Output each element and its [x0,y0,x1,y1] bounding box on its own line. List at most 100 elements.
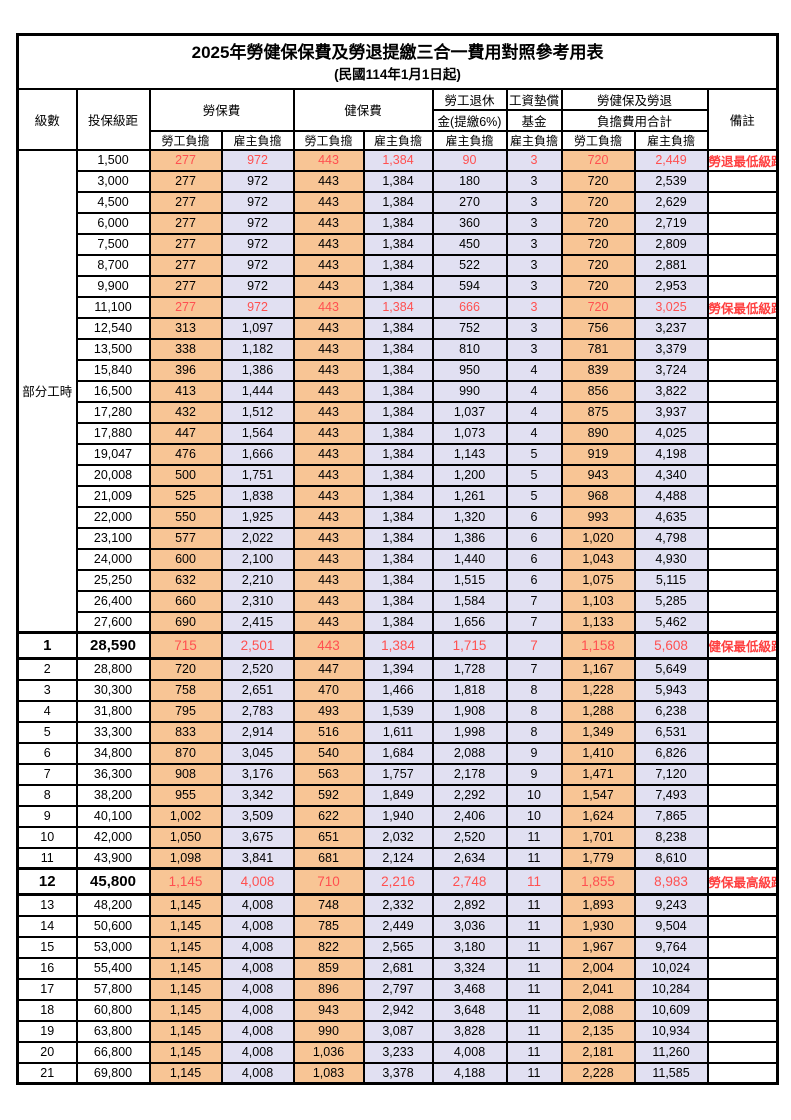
total-employer-cell: 2,881 [633,253,709,277]
bracket-cell: 22,000 [75,505,151,529]
bracket-cell: 55,400 [75,956,151,980]
total-employee-cell: 720 [560,274,636,298]
labor-employee-cell: 758 [148,678,223,702]
remark-cell [706,956,779,980]
total-employer-cell: 6,531 [633,720,709,744]
pension-employer-cell: 1,515 [431,568,508,592]
labor-employer-cell: 4,008 [220,1040,295,1064]
pension-employer-cell: 1,200 [431,463,508,487]
health-employee-cell: 443 [292,610,365,634]
table-row: 11 43,900 1,098 3,841 681 2,124 2,634 11 1,779 8,… [16,846,779,870]
total-employee-cell: 720 [560,253,636,277]
pension-employer-cell: 1,908 [431,699,508,723]
pension-employer-cell: 4,008 [431,1040,508,1064]
table-row: 27,600 690 2,415 443 1,384 1,656 7 1,133 5,462 [18,610,779,634]
health-employee-cell: 443 [292,169,365,193]
fund-employer-cell: 9 [505,762,563,786]
table-row: 17,880 447 1,564 443 1,384 1,073 4 890 4,025 [18,421,779,445]
fund-employer-cell: 4 [505,379,563,403]
fund-employer-cell: 5 [505,484,563,508]
health-employee-cell: 1,036 [292,1040,365,1064]
bracket-cell: 24,000 [75,547,151,571]
bracket-cell: 13,500 [75,337,151,361]
total-employer-cell: 4,340 [633,463,709,487]
labor-employee-cell: 1,145 [148,956,223,980]
labor-employer-cell: 4,008 [220,956,295,980]
health-employer-cell: 1,384 [362,337,434,361]
fund-employer-cell: 9 [505,741,563,765]
labor-employee-cell: 660 [148,589,223,613]
fund-employer-cell: 3 [505,295,563,319]
health-employee-cell: 443 [292,463,365,487]
health-employee-cell: 443 [292,337,365,361]
bracket-cell: 20,008 [75,463,151,487]
labor-employer-cell: 4,008 [220,998,295,1022]
pension-employer-cell: 2,406 [431,804,508,828]
total-employer-cell: 2,953 [633,274,709,298]
bracket-cell: 4,500 [75,190,151,214]
total-employee-cell: 1,228 [560,678,636,702]
health-employer-cell: 2,332 [362,893,434,917]
remark-cell [706,274,779,298]
remark-cell [706,762,779,786]
health-employee-cell: 443 [292,358,365,382]
labor-employer-cell: 4,008 [220,1019,295,1043]
table-row: 14 50,600 1,145 4,008 785 2,449 3,036 11 1,930 9,… [16,914,779,938]
bracket-cell: 26,400 [75,589,151,613]
fund-employer-cell: 11 [505,956,563,980]
health-employee-cell: 443 [292,568,365,592]
premium-table: 2025年勞健保保費及勞退提繳三合一費用對照參考用表 (民國114年1月1日起)… [16,33,780,1085]
level-cell: 17 [16,977,78,1001]
labor-employer-cell: 4,008 [220,867,295,896]
health-employee-cell: 443 [292,253,365,277]
remark-cell: 勞退最低級距 [706,148,779,172]
remark-cell [706,463,779,487]
subheader-fund-employer: 雇主負擔 [505,129,563,151]
remark-cell: 勞保最高級距 [706,867,779,896]
remark-cell: 勞保最低級距 [706,295,779,319]
total-employer-cell: 4,930 [633,547,709,571]
labor-employer-cell: 4,008 [220,935,295,959]
labor-employer-cell: 2,651 [220,678,295,702]
labor-employer-cell: 972 [220,295,295,319]
health-employee-cell: 443 [292,316,365,340]
remark-cell [706,232,779,256]
total-employee-cell: 875 [560,400,636,424]
fund-employer-cell: 4 [505,358,563,382]
remark-cell [706,400,779,424]
labor-employee-cell: 413 [148,379,223,403]
labor-employee-cell: 1,145 [148,935,223,959]
labor-employee-cell: 1,145 [148,914,223,938]
remark-cell [706,526,779,550]
total-employee-cell: 781 [560,337,636,361]
total-employee-cell: 943 [560,463,636,487]
fund-employer-cell: 3 [505,253,563,277]
table-header: 2025年勞健保保費及勞退提繳三合一費用對照參考用表 (民國114年1月1日起)… [16,33,779,151]
fund-employer-cell: 11 [505,825,563,849]
remark-cell [706,783,779,807]
health-employer-cell: 2,216 [362,867,434,896]
pension-employer-cell: 3,036 [431,914,508,938]
total-employee-cell: 919 [560,442,636,466]
labor-employer-cell: 1,666 [220,442,295,466]
fund-employer-cell: 3 [505,337,563,361]
table-row: 12,540 313 1,097 443 1,384 752 3 756 3,237 [18,316,779,340]
health-employer-cell: 1,384 [362,610,434,634]
health-employee-cell: 622 [292,804,365,828]
labor-employer-cell: 1,182 [220,337,295,361]
health-employer-cell: 1,384 [362,526,434,550]
labor-employee-cell: 525 [148,484,223,508]
health-employer-cell: 1,384 [362,421,434,445]
subheader-labor-employee: 勞工負擔 [148,129,223,151]
remark-cell [706,316,779,340]
total-employer-cell: 3,237 [633,316,709,340]
table-row: 18 60,800 1,145 4,008 943 2,942 3,648 11 2,088 10… [16,998,779,1022]
total-employee-cell: 1,158 [560,631,636,660]
labor-employee-cell: 277 [148,169,223,193]
table-row: 10 42,000 1,050 3,675 651 2,032 2,520 11 1,701 8,… [16,825,779,849]
labor-employee-cell: 720 [148,657,223,681]
header-total-line1: 勞健保及勞退 [560,87,709,111]
health-employee-cell: 563 [292,762,365,786]
labor-employee-cell: 277 [148,295,223,319]
table-row: 21,009 525 1,838 443 1,384 1,261 5 968 4,488 [18,484,779,508]
